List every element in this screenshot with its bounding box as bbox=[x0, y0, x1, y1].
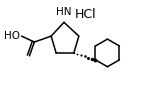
Text: HCl: HCl bbox=[75, 8, 97, 21]
Text: HO: HO bbox=[4, 31, 20, 41]
Text: HN: HN bbox=[56, 7, 72, 17]
